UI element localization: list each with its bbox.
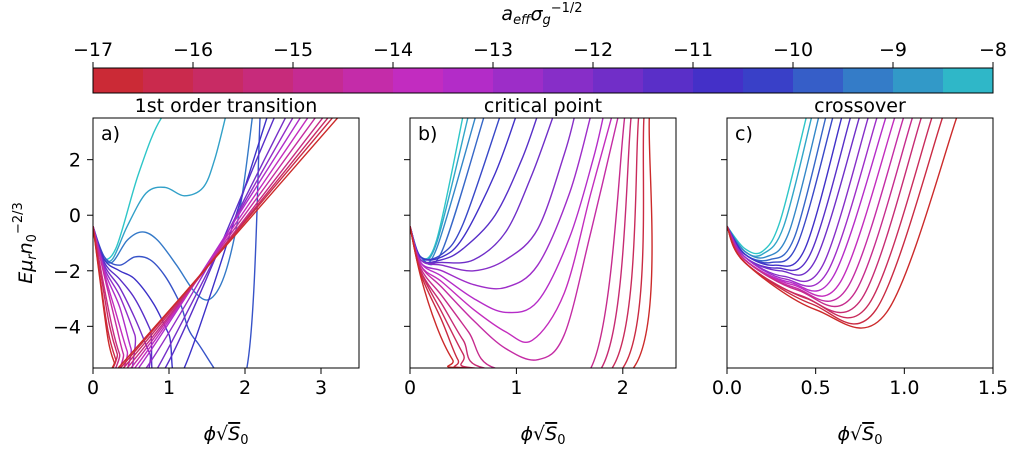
series-line <box>727 118 843 267</box>
series-line <box>727 118 944 325</box>
colorbar-segment <box>943 68 994 93</box>
x-tick-label: 2 <box>617 377 629 399</box>
series-line <box>727 118 933 319</box>
x-tick-label: 1 <box>163 377 175 399</box>
series-line <box>93 118 253 301</box>
colorbar-segment <box>443 68 494 93</box>
colorbar-segment <box>893 68 944 93</box>
colorbar-segment <box>543 68 594 93</box>
colorbar-tick-label: −9 <box>879 39 907 61</box>
colorbar-tick-label: −17 <box>73 39 113 61</box>
x-tick-label: 3 <box>315 377 327 399</box>
panel-label: b) <box>418 123 437 145</box>
colorbar-segment <box>693 68 744 93</box>
series-line <box>410 118 613 344</box>
colorbar-segment <box>643 68 694 93</box>
plot-frame <box>726 117 994 369</box>
series-line <box>727 118 807 255</box>
x-tick-label: 0 <box>404 377 416 399</box>
colorbar-segment <box>293 68 344 93</box>
colorbar: aeffσg−1/2 −17 −16 −15 −14 −13 −12 −11 −10 −9 −8 <box>73 1 1007 94</box>
y-tick-label: −4 <box>53 316 81 338</box>
panel-title: 1st order transition <box>135 95 318 117</box>
colorbar-label: aeffσg−1/2 <box>501 1 582 28</box>
x-tick-label: 1 <box>510 377 522 399</box>
series-line <box>410 118 604 314</box>
x-tick-label: 0.5 <box>801 377 831 399</box>
colorbar-segment <box>493 68 544 93</box>
colorbar-segment <box>93 68 144 93</box>
colorbar-segment <box>343 68 394 93</box>
panel-label: a) <box>101 123 120 145</box>
series-line <box>727 118 958 329</box>
series-line <box>410 118 517 261</box>
series-line <box>410 118 575 272</box>
colorbar-tick-label: −13 <box>473 39 513 61</box>
x-tick-label: 1.0 <box>889 377 919 399</box>
panel-title: critical point <box>484 95 602 117</box>
panel-title: crossover <box>814 95 906 117</box>
panel-label: c) <box>735 123 753 145</box>
series-line <box>727 118 820 259</box>
series-line <box>93 118 317 368</box>
series-line <box>93 118 261 368</box>
x-axis-label: ϕ√S0 <box>838 423 883 448</box>
colorbar-segment <box>393 68 444 93</box>
colorbar-segment <box>143 68 194 93</box>
series-line <box>727 118 914 308</box>
series-line <box>93 118 329 368</box>
x-axis-label: ϕ√S0 <box>204 423 249 448</box>
colorbar-tick-label: −11 <box>673 39 713 61</box>
colorbar-tick-label: −15 <box>273 39 313 61</box>
y-axis-label: Eμrn0−2/3 <box>11 202 40 284</box>
colorbar-segment <box>793 68 844 93</box>
panel-3: crossover c) 0.0 0.5 1.0 1.5 ϕ√S0 <box>712 95 1008 448</box>
colorbar-frame <box>92 67 994 94</box>
colorbar-tick-label: −12 <box>573 39 613 61</box>
y-tick-label: −2 <box>53 261 81 283</box>
colorbar-tick-label: −10 <box>773 39 813 61</box>
x-tick-label: 2 <box>239 377 251 399</box>
x-tick-label: 1.5 <box>978 377 1008 399</box>
series-line <box>93 118 275 368</box>
series-line <box>93 118 339 368</box>
colorbar-segment <box>843 68 894 93</box>
panel-1: 1st order transition a) 0 1 2 3 ϕ√S0 −4 −2 0 2 <box>53 95 360 448</box>
y-tick-label: 2 <box>69 150 81 172</box>
colorbar-tick-label: −16 <box>173 39 213 61</box>
colorbar-tick-label: −8 <box>979 39 1007 61</box>
y-tick-label: 0 <box>69 205 81 227</box>
series-line <box>93 118 302 368</box>
series-line <box>93 118 268 368</box>
plot-frame <box>92 117 360 369</box>
series-line <box>93 118 324 368</box>
x-tick-label: 0 <box>87 377 99 399</box>
series-line <box>410 118 640 368</box>
x-tick-label: 0.0 <box>712 377 742 399</box>
panel-2: critical point b) 0 1 2 ϕ√S0 <box>404 95 677 448</box>
colorbar-tick-label: −14 <box>373 39 413 61</box>
plot-frame <box>409 117 677 369</box>
series-line <box>727 118 878 287</box>
colorbar-segment <box>743 68 794 93</box>
colorbar-segment <box>243 68 294 93</box>
series-line <box>410 118 626 368</box>
x-axis-label: ϕ√S0 <box>521 423 566 448</box>
series-line <box>410 118 619 361</box>
colorbar-segment <box>593 68 644 93</box>
colorbar-segment <box>193 68 244 93</box>
